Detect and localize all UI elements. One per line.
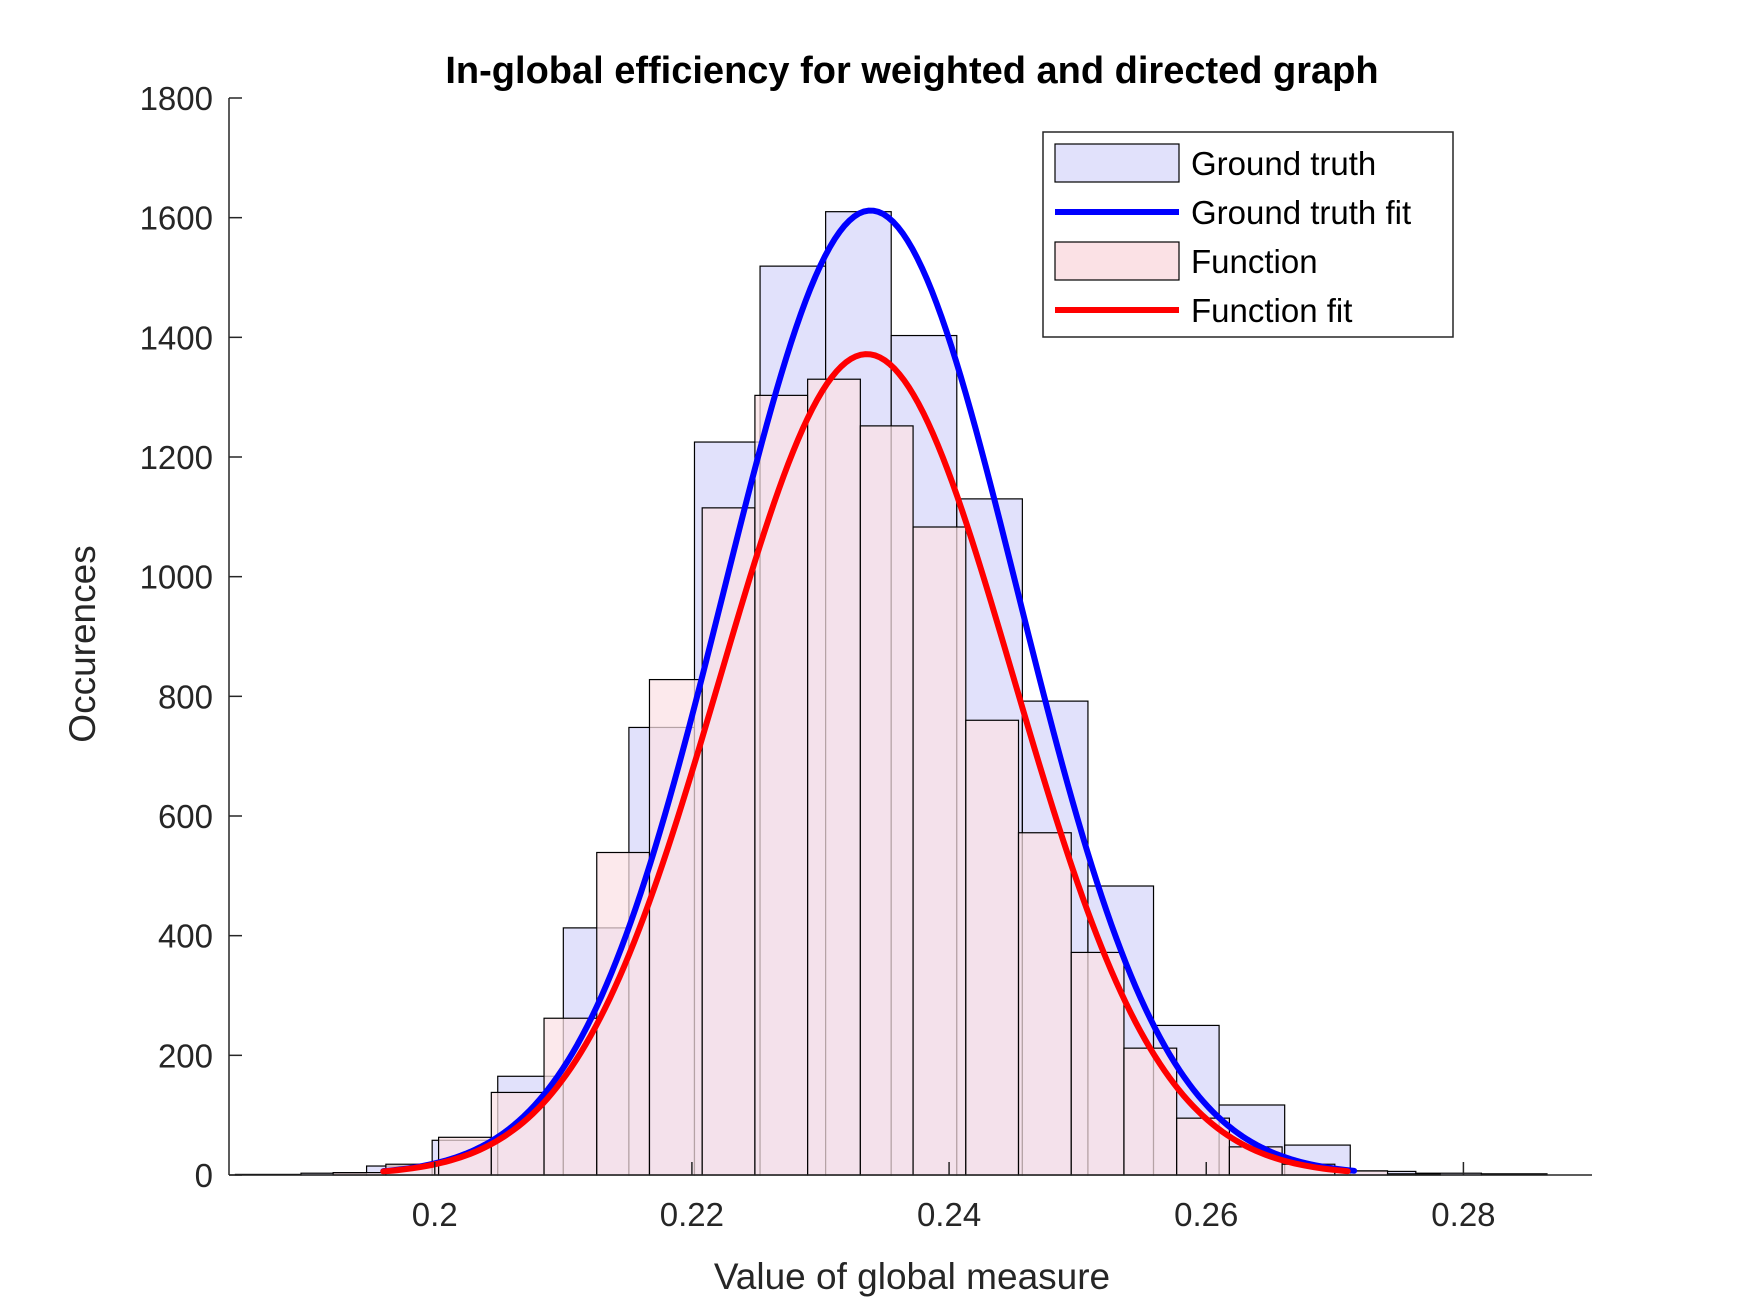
x-tick-label: 0.28 (1431, 1196, 1495, 1233)
plot-area (234, 207, 1548, 1176)
y-tick-label: 600 (158, 798, 213, 835)
legend-label: Function (1191, 243, 1318, 280)
legend-swatch (1054, 241, 1180, 281)
histogram-bar (912, 526, 967, 1176)
histogram-bar (1123, 1047, 1178, 1176)
legend-label: Function fit (1191, 292, 1352, 329)
y-tick-label: 1800 (140, 80, 213, 117)
ground-truth-fit-line (380, 207, 1358, 1175)
y-tick-label: 800 (158, 678, 213, 715)
y-tick-label: 200 (158, 1037, 213, 1074)
axes: 0 200 400 600 800 1000 1200 1400 1600 1800 0.2 0.22… (140, 80, 1592, 1233)
function-fit-line (380, 351, 1351, 1175)
histogram-bar (807, 378, 861, 1176)
legend-item: Ground truth fit (1055, 194, 1411, 231)
legend-label: Ground truth fit (1191, 194, 1411, 231)
histogram-bar (1017, 832, 1072, 1176)
x-axis-label: Value of global measure (714, 1256, 1110, 1297)
histogram-bar (1176, 1117, 1230, 1176)
histogram-bar (754, 394, 809, 1176)
y-tick-label: 0 (195, 1157, 213, 1194)
y-tick-label: 1400 (140, 319, 213, 356)
legend-item: Function fit (1055, 292, 1352, 329)
legend-item: Function (1054, 241, 1318, 281)
x-tick-label: 0.22 (660, 1196, 724, 1233)
histogram-bar (965, 719, 1020, 1176)
x-tick-label: 0.24 (917, 1196, 981, 1233)
chart-title: In-global efficiency for weighted and di… (445, 50, 1378, 92)
y-axis-label: Occurences (62, 545, 103, 742)
legend-label: Ground truth (1191, 145, 1376, 182)
x-tick-label: 0.26 (1174, 1196, 1238, 1233)
x-tick-label: 0.2 (412, 1196, 458, 1233)
histogram-bar (701, 507, 756, 1176)
y-tick-label: 400 (158, 918, 213, 955)
y-tick-label: 1600 (140, 200, 213, 237)
histogram-bar (859, 425, 914, 1176)
y-tick-label: 1200 (140, 439, 213, 476)
legend: Ground truth Ground truth fit Function Func… (1042, 131, 1454, 338)
y-tick-label: 1000 (140, 559, 213, 596)
legend-swatch (1054, 143, 1180, 183)
legend-item: Ground truth (1054, 143, 1376, 183)
